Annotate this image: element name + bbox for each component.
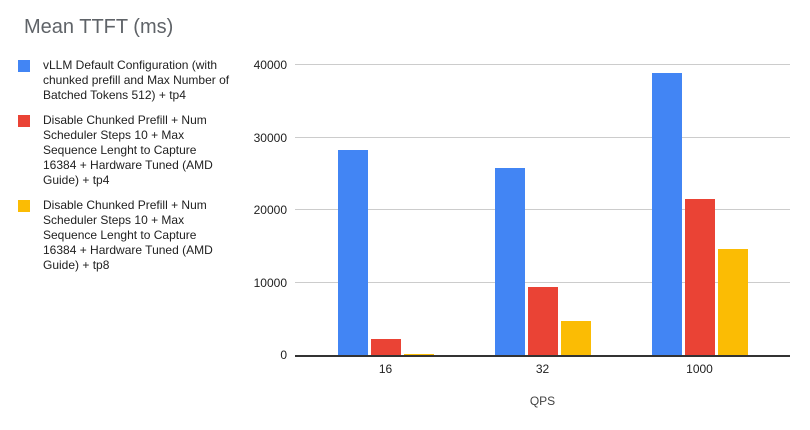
y-tick-label: 40000: [253, 58, 287, 72]
bar-group-32: [494, 65, 591, 355]
x-axis-title: QPS: [529, 394, 556, 408]
gridline: [295, 209, 790, 210]
legend-item-1[interactable]: vLLM Default Configuration (with chunked…: [18, 58, 232, 103]
plot-area: [295, 64, 790, 357]
bar-qps16-series1[interactable]: [337, 149, 368, 355]
legend: vLLM Default Configuration (with chunked…: [18, 58, 232, 273]
bar-group-16: [337, 65, 434, 355]
legend-item-3[interactable]: Disable Chunked Prefill + Num Scheduler …: [18, 198, 232, 273]
bar-qps1000-series1[interactable]: [651, 72, 682, 355]
bar-qps16-series3[interactable]: [403, 353, 434, 355]
y-tick-label: 30000: [253, 130, 287, 145]
legend-swatch-icon: [18, 200, 30, 212]
bar-groups: [295, 65, 790, 355]
y-axis-labels: 0 10000 20000 30000 40000: [245, 58, 287, 362]
chart-title: Mean TTFT (ms): [24, 16, 174, 38]
x-axis-labels: 16 32 1000: [295, 362, 790, 376]
bar-qps1000-series3[interactable]: [717, 249, 748, 355]
x-tick-label: 32: [535, 362, 550, 376]
legend-item-label: vLLM Default Configuration (with chunked…: [43, 58, 230, 102]
y-tick-label: 20000: [253, 203, 287, 217]
y-tick-label: 0: [280, 348, 287, 362]
gridline: [295, 64, 790, 65]
bar-qps32-series3[interactable]: [560, 320, 591, 355]
y-tick-label: 10000: [253, 275, 287, 290]
legend-swatch-icon: [18, 115, 30, 127]
x-tick-label: 1000: [686, 362, 713, 376]
legend-item-label: Disable Chunked Prefill + Num Scheduler …: [43, 198, 213, 272]
legend-item-label: Disable Chunked Prefill + Num Scheduler …: [43, 113, 213, 187]
bar-qps1000-series2[interactable]: [684, 199, 715, 355]
bar-group-1000: [651, 65, 748, 355]
x-tick-label: 16: [378, 362, 393, 376]
bar-qps16-series2[interactable]: [370, 339, 401, 355]
legend-swatch-icon: [18, 60, 30, 72]
gridline: [295, 281, 790, 283]
legend-item-2[interactable]: Disable Chunked Prefill + Num Scheduler …: [18, 113, 232, 188]
bar-qps32-series2[interactable]: [527, 286, 558, 355]
bar-qps32-series1[interactable]: [494, 167, 525, 355]
gridline: [295, 136, 790, 138]
